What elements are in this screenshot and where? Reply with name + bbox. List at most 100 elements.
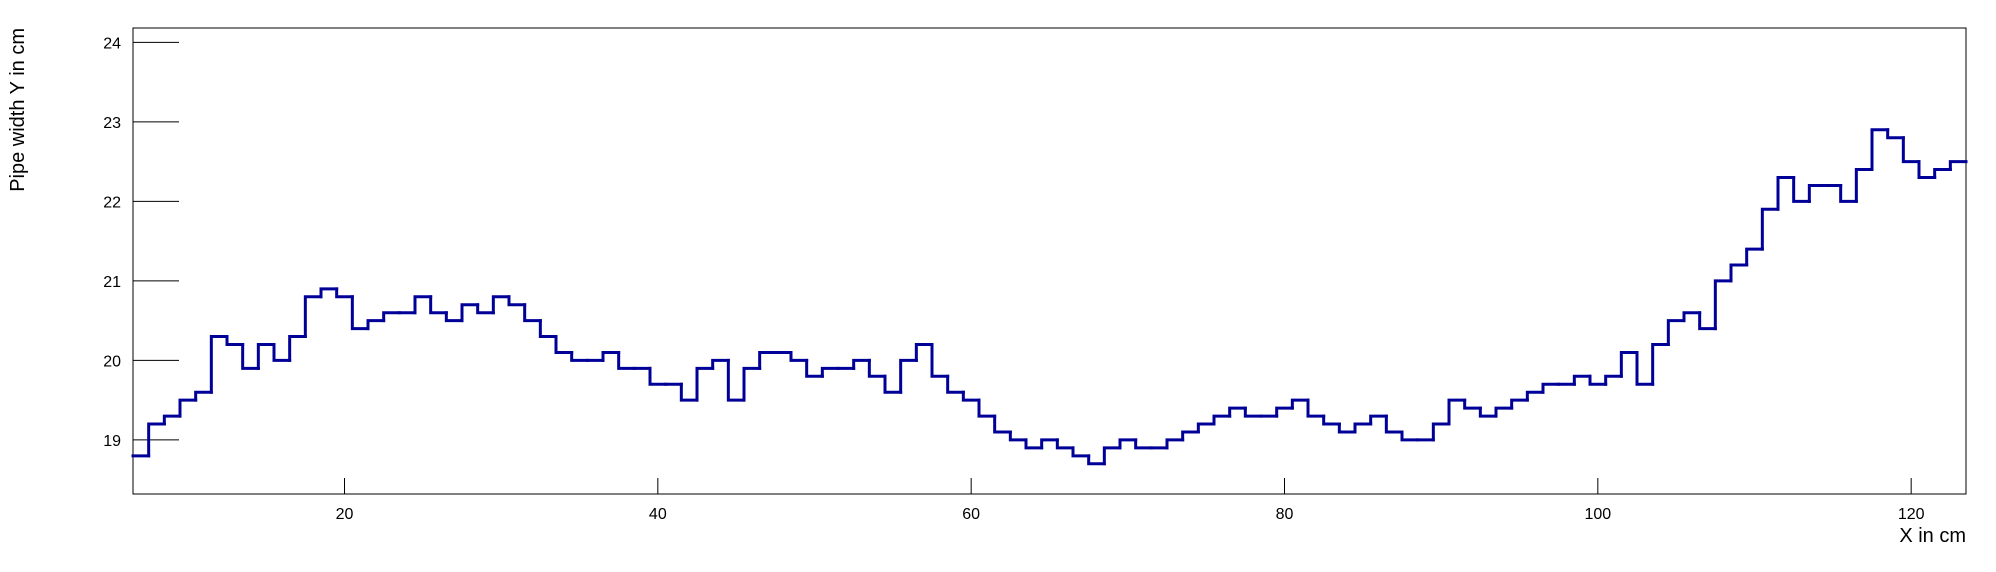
histogram-bin	[1322, 414, 1341, 426]
histogram-bin	[1024, 438, 1044, 450]
histogram-bin	[335, 287, 354, 299]
histogram-bin	[820, 366, 840, 378]
histogram-bin	[1917, 160, 1937, 180]
histogram-bin	[1290, 398, 1310, 410]
histogram-bin	[1901, 136, 1921, 164]
histogram-bin	[930, 342, 950, 378]
histogram-bin	[1839, 183, 1858, 203]
histogram-bin	[711, 358, 730, 370]
x-tick-label: 80	[1276, 506, 1294, 523]
histogram-bin	[350, 295, 370, 331]
histogram-bin	[1729, 263, 1749, 283]
histogram-bin	[303, 295, 323, 339]
histogram-bin	[1745, 247, 1764, 267]
histogram-bin	[147, 422, 166, 458]
histogram-bin	[1275, 406, 1294, 418]
histogram-bin	[1948, 160, 1968, 172]
histogram-bin	[241, 342, 260, 370]
histogram-bin	[1055, 438, 1075, 450]
x-tick-label: 60	[962, 506, 980, 523]
histogram-bin	[225, 335, 245, 346]
x-tick-label: 40	[649, 506, 667, 523]
histogram-bin	[1635, 350, 1655, 386]
histogram-bin	[1118, 438, 1138, 450]
x-tick-label: 20	[336, 506, 354, 523]
x-tick-label: 100	[1584, 506, 1611, 523]
histogram-bin	[993, 414, 1012, 434]
histogram-bin	[1886, 128, 1905, 140]
histogram-bin	[288, 335, 307, 362]
histogram-bin	[554, 335, 574, 354]
histogram-bin	[460, 303, 480, 323]
histogram-bin	[805, 358, 824, 378]
histogram-bin	[1854, 168, 1874, 203]
histogram-bin	[366, 319, 386, 331]
histogram-bin	[1228, 406, 1247, 418]
histogram-bin	[1008, 430, 1028, 442]
histogram-bin	[1494, 406, 1514, 418]
histogram-bin	[1933, 168, 1952, 180]
histogram-bin	[1087, 454, 1106, 466]
histogram-bin	[852, 358, 871, 370]
histogram-bin	[883, 374, 903, 394]
histogram-bin	[617, 350, 636, 370]
histogram-bin	[758, 350, 777, 370]
histogram-bin	[1572, 374, 1592, 386]
histogram-bin	[1807, 183, 1827, 203]
histogram-bin	[1588, 374, 1608, 386]
histogram-bin	[1604, 374, 1623, 386]
histogram-bin	[1760, 207, 1780, 251]
histogram-bin	[382, 311, 401, 323]
histogram-bin	[946, 374, 965, 394]
histogram-bin	[1651, 342, 1670, 386]
histogram-bin	[194, 390, 213, 402]
histogram-bin	[1666, 319, 1686, 346]
histogram-bin	[977, 398, 997, 418]
histogram-bin	[162, 414, 182, 426]
histogram-bin	[1306, 398, 1326, 418]
histogram-bin	[742, 366, 762, 402]
histogram-bin	[1071, 446, 1091, 458]
y-tick-label: 24	[103, 35, 121, 52]
histogram-bin	[209, 335, 229, 394]
histogram-bin	[1040, 438, 1059, 450]
histogram-bin	[178, 398, 198, 418]
histogram-bin	[1463, 398, 1482, 410]
histogram-bin	[961, 390, 981, 402]
x-axis-title: X in cm	[1899, 525, 1966, 547]
y-tick-label: 22	[103, 194, 121, 211]
y-tick-label: 21	[103, 274, 121, 291]
histogram-bin	[1776, 176, 1796, 211]
histogram-bin	[1698, 311, 1717, 331]
histogram-bin	[1353, 422, 1373, 434]
histogram-bin	[538, 319, 558, 339]
histogram-bin	[1510, 398, 1529, 410]
histogram-bin	[1134, 438, 1153, 450]
histogram-bin	[914, 342, 934, 362]
histogram-bin	[256, 342, 276, 370]
histogram-bin	[476, 303, 495, 315]
histogram-bin	[1337, 422, 1357, 434]
histogram-bin	[272, 342, 292, 362]
histogram-bin	[1619, 350, 1639, 378]
y-axis-title: Pipe width Y in cm	[7, 28, 29, 192]
histogram-bin	[867, 358, 887, 378]
y-tick-label: 23	[103, 115, 121, 132]
histogram-bin	[444, 311, 464, 323]
histogram-bin	[1478, 406, 1498, 418]
histogram-bin	[570, 350, 589, 362]
histogram-bin	[1196, 422, 1216, 434]
histogram-bin	[1243, 406, 1263, 418]
histogram-bin	[1431, 422, 1451, 442]
histogram-bin	[319, 287, 339, 299]
histogram-bin	[523, 303, 542, 323]
histogram-bin	[1713, 279, 1733, 331]
histogram-bin	[1165, 438, 1185, 450]
histogram-bin	[429, 295, 448, 315]
histogram-bin	[491, 295, 511, 315]
histogram-bin	[1682, 311, 1702, 323]
histogram-bin	[1541, 382, 1561, 394]
histogram-bin	[507, 295, 527, 307]
histogram-bin	[413, 295, 433, 315]
